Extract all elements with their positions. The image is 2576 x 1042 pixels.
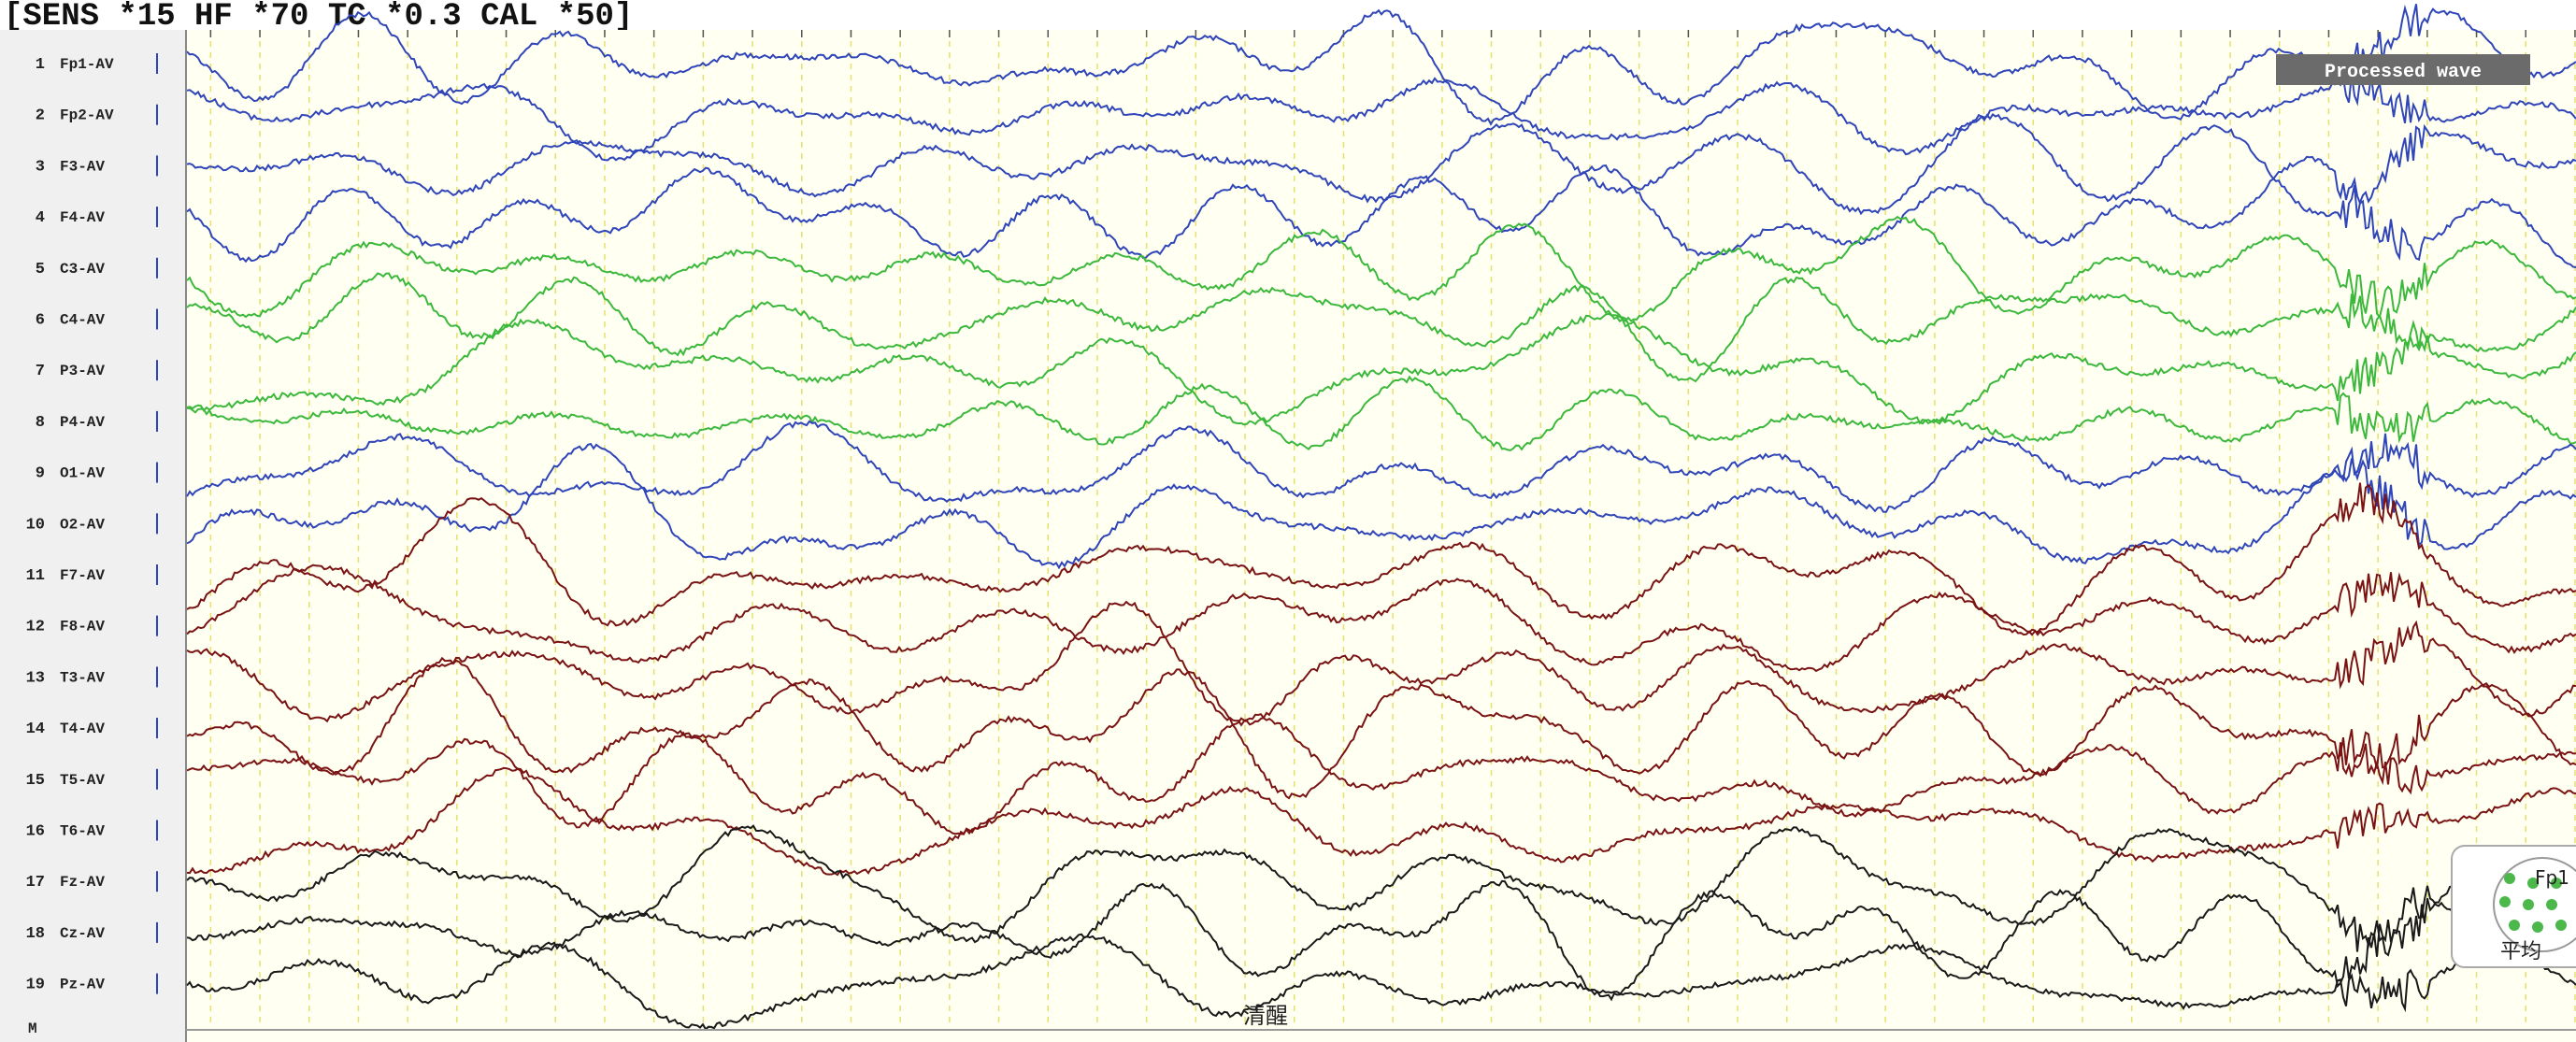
eeg-trace bbox=[186, 272, 2576, 383]
channel-number: 9 bbox=[36, 465, 45, 483]
channel-label: C3-AV bbox=[60, 261, 105, 278]
badge-text: Processed wave bbox=[2325, 62, 2482, 83]
channel-label: P3-AV bbox=[60, 363, 105, 379]
state-annotation: 清醒 bbox=[1243, 1003, 1288, 1029]
channel-number: 1 bbox=[36, 56, 45, 74]
channel-label: O1-AV bbox=[60, 465, 105, 482]
head-outline bbox=[2493, 857, 2576, 952]
channel-label: Pz-AV bbox=[60, 977, 105, 993]
eeg-trace bbox=[186, 482, 2576, 636]
inset-frame bbox=[2451, 845, 2576, 968]
channel-label: F7-AV bbox=[60, 567, 105, 584]
eeg-trace bbox=[186, 442, 2576, 570]
eeg-trace bbox=[186, 600, 2576, 727]
eeg-trace bbox=[186, 155, 2576, 268]
channel-label: P4-AV bbox=[60, 414, 105, 431]
eeg-trace bbox=[186, 375, 2576, 451]
channel-number: 7 bbox=[36, 363, 45, 380]
channel-label: T4-AV bbox=[60, 721, 105, 737]
channel-labels: 1 Fp1-AV2 Fp2-AV3 F3-AV4 F4-AV5 C3-AV6 C4-AV7 P… bbox=[26, 53, 158, 994]
channel-number: 12 bbox=[26, 619, 45, 636]
channel-number: 4 bbox=[36, 209, 45, 227]
channel-number: 11 bbox=[26, 567, 45, 585]
channel-number: 6 bbox=[36, 312, 45, 330]
channel-label: C4-AV bbox=[60, 312, 105, 329]
electrodes bbox=[2499, 873, 2567, 933]
channel-number: 2 bbox=[36, 107, 45, 125]
channel-label: F4-AV bbox=[60, 209, 105, 226]
channel-number: 5 bbox=[36, 261, 45, 278]
eeg-trace bbox=[186, 656, 2576, 800]
eeg-trace bbox=[186, 420, 2576, 513]
channel-number: 8 bbox=[36, 414, 45, 432]
channel-number: 14 bbox=[26, 721, 45, 738]
channel-number: 18 bbox=[26, 925, 45, 943]
channel-label: Cz-AV bbox=[60, 925, 105, 942]
eeg-trace bbox=[186, 824, 2576, 957]
eeg-trace bbox=[186, 713, 2576, 835]
eeg-trace bbox=[186, 112, 2576, 228]
channel-label: F8-AV bbox=[60, 619, 105, 635]
header-bar bbox=[0, 0, 2576, 30]
wave-area bbox=[186, 30, 2576, 1042]
channel-number: 19 bbox=[26, 977, 45, 994]
channel-label: T5-AV bbox=[60, 772, 105, 789]
channel-label: Fp1-AV bbox=[60, 56, 114, 73]
channel-label: Fp2-AV bbox=[60, 107, 114, 124]
channel-label: O2-AV bbox=[60, 516, 105, 533]
channel-label: F3-AV bbox=[60, 158, 105, 175]
waveforms bbox=[186, 4, 2576, 1031]
eeg-trace bbox=[186, 766, 2576, 877]
eeg-trace bbox=[186, 564, 2576, 673]
eeg-trace bbox=[186, 312, 2576, 426]
eeg-trace bbox=[186, 933, 2576, 1031]
channel-number: 15 bbox=[26, 772, 45, 790]
badge-bg bbox=[2276, 54, 2530, 85]
eeg-trace bbox=[186, 73, 2576, 162]
channel-number: 16 bbox=[26, 823, 45, 841]
inset-reference: 平均 bbox=[2500, 940, 2541, 963]
channel-number: 13 bbox=[26, 669, 45, 687]
channel-number: 10 bbox=[26, 516, 45, 534]
channel-label: T3-AV bbox=[60, 669, 105, 686]
channel-number: 3 bbox=[36, 158, 45, 176]
topomap-inset: Fp1 平均 bbox=[2451, 845, 2576, 968]
eeg-trace bbox=[186, 879, 2576, 1002]
marker-row-label: M bbox=[28, 1021, 37, 1037]
eeg-trace bbox=[186, 4, 2576, 126]
channel-label: Fz-AV bbox=[60, 874, 105, 891]
channel-number: 17 bbox=[26, 874, 45, 892]
inset-electrode: Fp1 bbox=[2535, 866, 2569, 889]
channel-panel bbox=[0, 30, 186, 1042]
channel-label: T6-AV bbox=[60, 823, 105, 840]
eeg-trace bbox=[186, 215, 2576, 323]
settings-text: [SENS *15 HF *70 TC *0.3 CAL *50] bbox=[4, 0, 633, 35]
